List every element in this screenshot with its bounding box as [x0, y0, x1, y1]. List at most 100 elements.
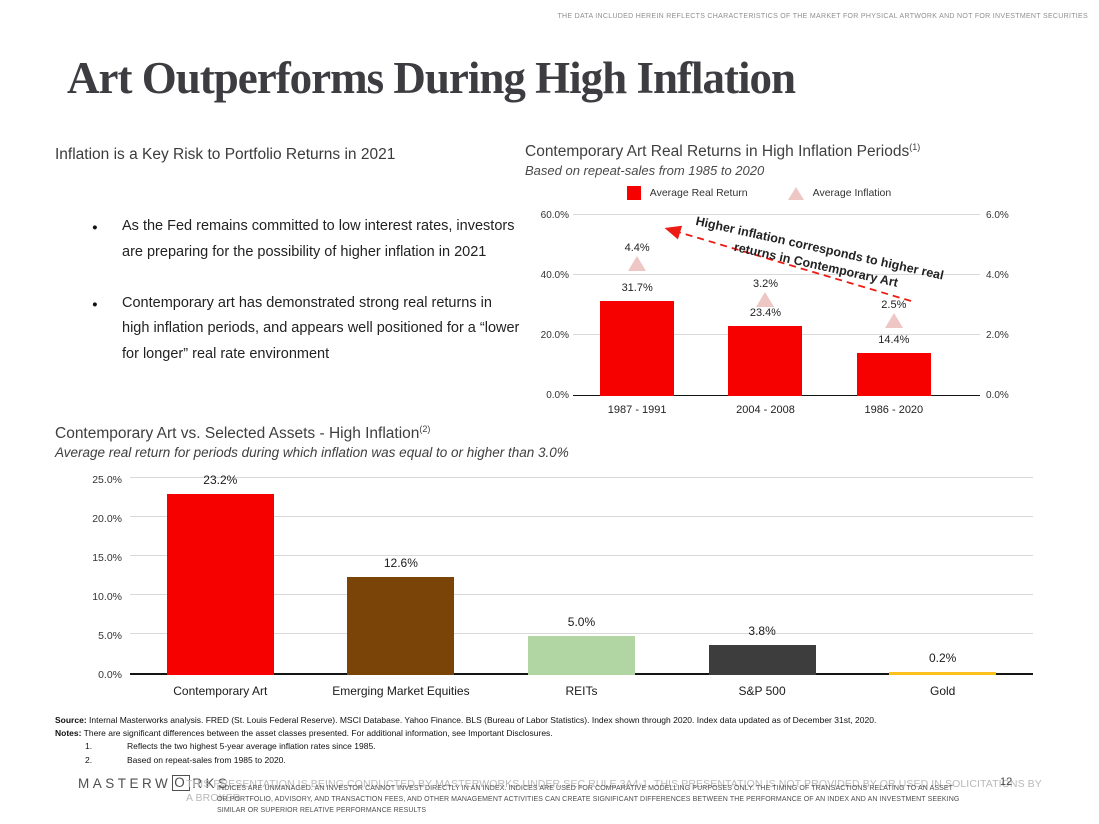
- bar-value-label: 14.4%: [878, 333, 910, 346]
- category-label: Emerging Market Equities: [332, 684, 470, 698]
- bar-value-label: 3.8%: [748, 624, 776, 639]
- source-notes: Source: Internal Masterworks analysis. F…: [55, 714, 1065, 767]
- triangle-value-label: 4.4%: [624, 242, 650, 254]
- page-number: 12: [1000, 776, 1013, 788]
- source-text: Internal Masterworks analysis. FRED (St.…: [86, 715, 877, 725]
- gridline: [130, 516, 1033, 517]
- right-axis-tick: 4.0%: [986, 270, 1009, 281]
- bar-value-label: 0.2%: [928, 651, 957, 665]
- category-slot-5: 0.2%: [852, 480, 1033, 675]
- notes-line: Notes: There are significant differences…: [55, 727, 1065, 740]
- asset-bar: [889, 672, 997, 675]
- category-label: Gold: [929, 684, 956, 698]
- footer-disclaimer-large: THIS PRESENTATION IS BEING CONDUCTED BY …: [186, 778, 1042, 804]
- logo-text: RKS: [192, 775, 231, 791]
- bar-value-label: 23.2%: [203, 473, 238, 488]
- left-axis-tick: 40.0%: [540, 270, 569, 281]
- inflation-chart-plot: 31.7% 4.4% 23.4% 3.2% 14.4% 2.5%: [573, 216, 958, 396]
- bullet-item: Contemporary art has demonstrated strong…: [90, 291, 522, 368]
- category-label: 2004 - 2008: [736, 404, 795, 416]
- comparison-chart-title-text: Contemporary Art vs. Selected Assets - H…: [55, 425, 420, 443]
- notes-text: There are significant differences betwee…: [81, 728, 553, 739]
- y-axis-tick: 5.0%: [98, 629, 122, 642]
- footnote-number: 2.: [85, 754, 93, 765]
- bullet-list: As the Fed remains committed to low inte…: [90, 214, 522, 393]
- footnote-number: 1.: [85, 741, 93, 752]
- inflation-chart-legend: Average Real Return Average Inflation: [525, 186, 993, 201]
- left-axis-tick: 0.0%: [546, 390, 569, 401]
- legend-item-real-return: Average Real Return: [626, 186, 748, 201]
- asset-bar: [166, 494, 274, 675]
- footnote-1: 1. Reflects the two highest 5-year averag…: [55, 740, 1065, 753]
- footnote-text: Reflects the two highest 5-year average …: [127, 741, 376, 752]
- category-slot-3: 5.0%: [491, 480, 672, 675]
- footnote-ref-1: (1): [909, 142, 921, 152]
- category-label: Contemporary Art: [173, 684, 268, 698]
- gridline: [130, 594, 1033, 595]
- inflation-chart: Higher inflation corresponds to higher r…: [527, 208, 1030, 424]
- bar-value-label: 31.7%: [621, 281, 653, 294]
- right-axis-tick: 6.0%: [986, 210, 1009, 221]
- footnote-text: Based on repeat-sales from 1985 to 2020.: [127, 754, 286, 765]
- y-axis-tick: 10.0%: [92, 590, 122, 603]
- triangle-value-label: 2.5%: [881, 299, 907, 311]
- top-disclaimer: THE DATA INCLUDED HEREIN REFLECTS CHARAC…: [557, 13, 1088, 20]
- category-label: 1987 - 1991: [607, 404, 667, 416]
- category-label: S&P 500: [738, 684, 786, 698]
- inflation-triangle-icon: [787, 186, 804, 200]
- left-axis-tick: 20.0%: [540, 330, 569, 341]
- asset-bar: [527, 636, 635, 675]
- inflation-chart-subtitle: Based on repeat-sales from 1985 to 2020: [525, 163, 765, 179]
- category-label: 1986 - 2020: [864, 404, 924, 416]
- notes-label: Notes:: [55, 728, 82, 739]
- category-axis: Contemporary Art Emerging Market Equities…: [130, 684, 1033, 698]
- gridline: [573, 214, 980, 215]
- gridline: [130, 555, 1033, 556]
- comparison-chart-subtitle: Average real return for periods during w…: [55, 445, 569, 461]
- legend-label: Average Real Return: [649, 187, 748, 200]
- category-axis: 1987 - 1991 2004 - 2008 1986 - 2020: [573, 404, 958, 416]
- y-axis-tick: 25.0%: [92, 473, 122, 486]
- inflation-chart-title: Contemporary Art Real Returns in High In…: [525, 142, 1030, 161]
- y-axis-tick: 20.0%: [92, 512, 122, 525]
- comparison-chart-header: Contemporary Art vs. Selected Assets - H…: [55, 424, 569, 460]
- legend-label: Average Inflation: [812, 187, 892, 200]
- source-line: Source: Internal Masterworks analysis. F…: [55, 714, 1065, 727]
- bar-value-label: 23.4%: [749, 306, 782, 319]
- inflation-triangle-icon: [628, 256, 647, 271]
- masterworks-logo: MASTERW O RKS: [78, 775, 231, 792]
- source-label: Source:: [55, 715, 87, 725]
- category-slot-1: 31.7% 4.4%: [573, 216, 701, 396]
- footnote-2: 2. Based on repeat-sales from 1985 to 202…: [55, 754, 1065, 767]
- inflation-chart-header: Contemporary Art Real Returns in High In…: [525, 142, 1030, 201]
- real-return-bar: [856, 352, 931, 396]
- bullet-item: As the Fed remains committed to low inte…: [90, 214, 522, 266]
- slide-title: Art Outperforms During High Inflation: [67, 53, 796, 103]
- y-axis-tick: 0.0%: [98, 668, 122, 681]
- triangle-value-label: 3.2%: [752, 278, 779, 290]
- footer-disclaimer-small: INDICES ARE UNMANAGED. AN INVESTOR CANNO…: [217, 785, 960, 814]
- category-label: REITs: [565, 684, 598, 698]
- bar-value-label: 5.0%: [567, 615, 596, 629]
- category-slot-4: 3.8%: [672, 480, 853, 675]
- inflation-triangle-icon: [756, 292, 775, 307]
- asset-bar: [347, 576, 455, 675]
- inflation-chart-title-text: Contemporary Art Real Returns in High In…: [525, 143, 910, 161]
- y-axis-tick: 15.0%: [92, 551, 122, 564]
- real-return-bar: [600, 300, 675, 396]
- category-slot-1: 23.2%: [130, 473, 311, 675]
- inflation-triangle-icon: [884, 313, 903, 328]
- category-slot-3: 14.4% 2.5%: [830, 216, 958, 396]
- gridline: [130, 633, 1033, 634]
- real-return-swatch-icon: [626, 186, 641, 201]
- logo-text: MASTERW: [78, 775, 172, 791]
- real-return-bar: [728, 325, 803, 396]
- left-section-heading: Inflation is a Key Risk to Portfolio Ret…: [55, 146, 396, 163]
- footnote-ref-2: (2): [419, 424, 431, 434]
- bar-value-label: 12.6%: [383, 555, 418, 570]
- left-axis-tick: 60.0%: [540, 210, 569, 221]
- right-axis-tick: 2.0%: [986, 330, 1009, 341]
- logo-boxed-o-icon: O: [172, 775, 191, 792]
- legend-item-inflation: Average Inflation: [787, 186, 892, 200]
